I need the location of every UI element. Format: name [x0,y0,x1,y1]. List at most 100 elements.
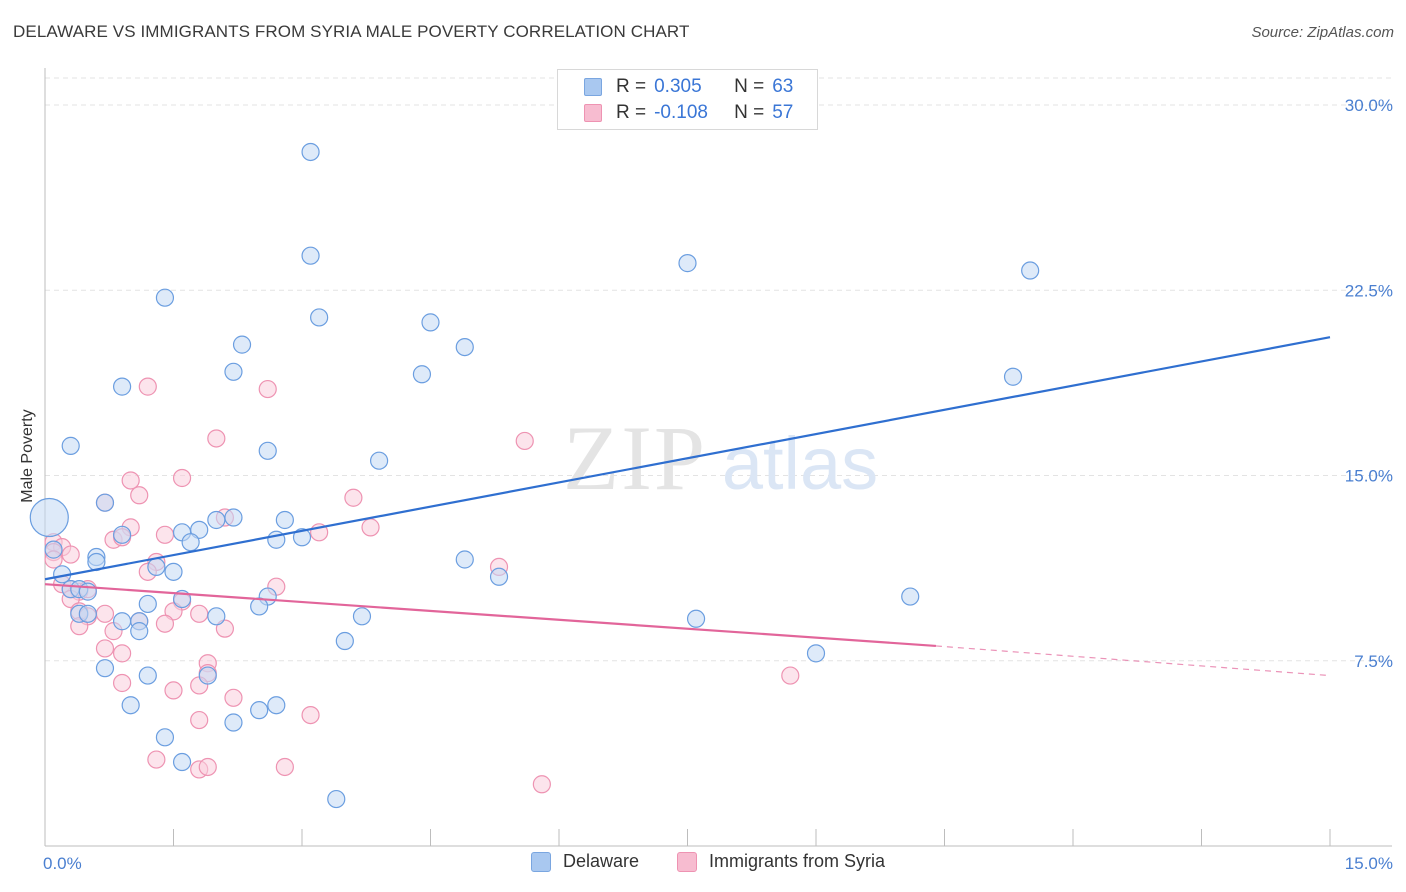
legend-label-syria: Immigrants from Syria [709,851,886,871]
point-syria [112,644,132,663]
point-delaware [327,789,346,809]
point-delaware [164,562,183,581]
point-delaware [301,142,320,162]
point-delaware [335,631,354,651]
point-syria [95,639,115,658]
point-syria [164,681,183,700]
correlation-legend: R = 0.305 N = 63 R = -0.108 N = 57 [557,69,818,130]
point-syria [781,666,800,685]
point-delaware [121,696,140,715]
trend-line-delaware [44,336,1331,581]
point-delaware [112,525,132,544]
point-delaware [207,607,226,626]
point-delaware [181,533,200,552]
point-syria [155,614,175,633]
legend-r-label: R = [616,76,647,97]
point-delaware [686,609,706,628]
point-delaware [1021,261,1040,280]
point-delaware [95,659,115,678]
trend-lines [44,336,1331,677]
point-delaware [207,510,226,530]
point-delaware [1003,367,1023,386]
point-delaware [138,666,157,685]
point-delaware [301,246,320,265]
legend-r-value: 0.305 [654,76,702,97]
watermark: ZIP atlas [563,407,878,509]
point-delaware [275,510,294,530]
legend-swatch-delaware [531,851,551,872]
point-delaware [95,493,115,512]
point-delaware [29,497,69,538]
point-delaware [130,622,149,641]
series-delaware [29,142,1040,809]
y-tick-label: 22.5% [1345,281,1393,300]
point-delaware [678,254,697,273]
point-delaware [138,594,157,614]
point-delaware [370,451,389,470]
point-syria [361,518,380,537]
point-syria [130,486,149,505]
tick-labels: 7.5% 15.0% 22.5% 30.0% 0.0% 15.0% [43,96,1393,873]
point-delaware [455,337,474,357]
point-delaware [806,644,826,663]
point-delaware [292,528,312,547]
point-delaware [250,597,269,616]
legend-item-syria: Immigrants from Syria [677,851,885,872]
point-syria [532,775,551,794]
point-delaware [489,567,509,586]
point-delaware [258,441,277,460]
legend-row-delaware: R = 0.305 N = 63 [584,75,793,99]
legend-r-label: R = [616,102,647,123]
point-delaware [112,612,132,631]
point-delaware [901,587,920,606]
point-delaware [224,713,243,732]
point-syria [301,705,320,725]
point-delaware [224,362,243,381]
trend-line-syria [44,583,937,648]
legend-n-value: 63 [772,76,794,97]
point-delaware [155,288,175,307]
point-delaware [112,377,132,396]
point-delaware [198,666,217,685]
point-delaware [78,604,97,623]
y-tick-label: 30.0% [1345,96,1393,115]
legend-swatch-delaware [584,78,602,96]
point-syria [61,545,80,564]
y-tick-label: 15.0% [1345,467,1393,486]
point-syria [344,488,363,507]
point-delaware [172,752,192,772]
point-syria [258,379,277,399]
point-delaware [421,313,440,332]
point-delaware [455,550,474,569]
point-syria [147,750,166,769]
point-syria [172,468,192,488]
point-syria [121,471,140,490]
point-delaware [412,365,432,384]
point-syria [215,619,234,638]
point-delaware [310,308,329,327]
point-syria [112,673,132,693]
legend-n-value: 57 [772,102,794,123]
point-syria [164,602,183,621]
point-syria [138,377,157,396]
y-tick-label: 7.5% [1354,652,1393,671]
point-syria [207,429,226,448]
point-syria [190,710,209,730]
point-delaware [44,540,63,559]
point-delaware [232,335,252,354]
point-syria [224,688,243,707]
legend-n-label: N = [734,76,765,97]
chart-title: DELAWARE VS IMMIGRANTS FROM SYRIA MALE P… [13,22,690,41]
legend-row-syria: R = -0.108 N = 57 [584,101,793,125]
gridlines [45,77,1392,662]
legend-label-delaware: Delaware [563,851,640,871]
x-tick-label: 0.0% [43,854,82,873]
point-delaware [250,701,269,720]
point-delaware [352,607,372,626]
point-syria [198,757,217,777]
legend-item-delaware: Delaware [531,851,639,872]
point-delaware [224,508,243,527]
axes [44,68,1392,847]
series-legend: Delaware Immigrants from Syria [0,851,1406,877]
